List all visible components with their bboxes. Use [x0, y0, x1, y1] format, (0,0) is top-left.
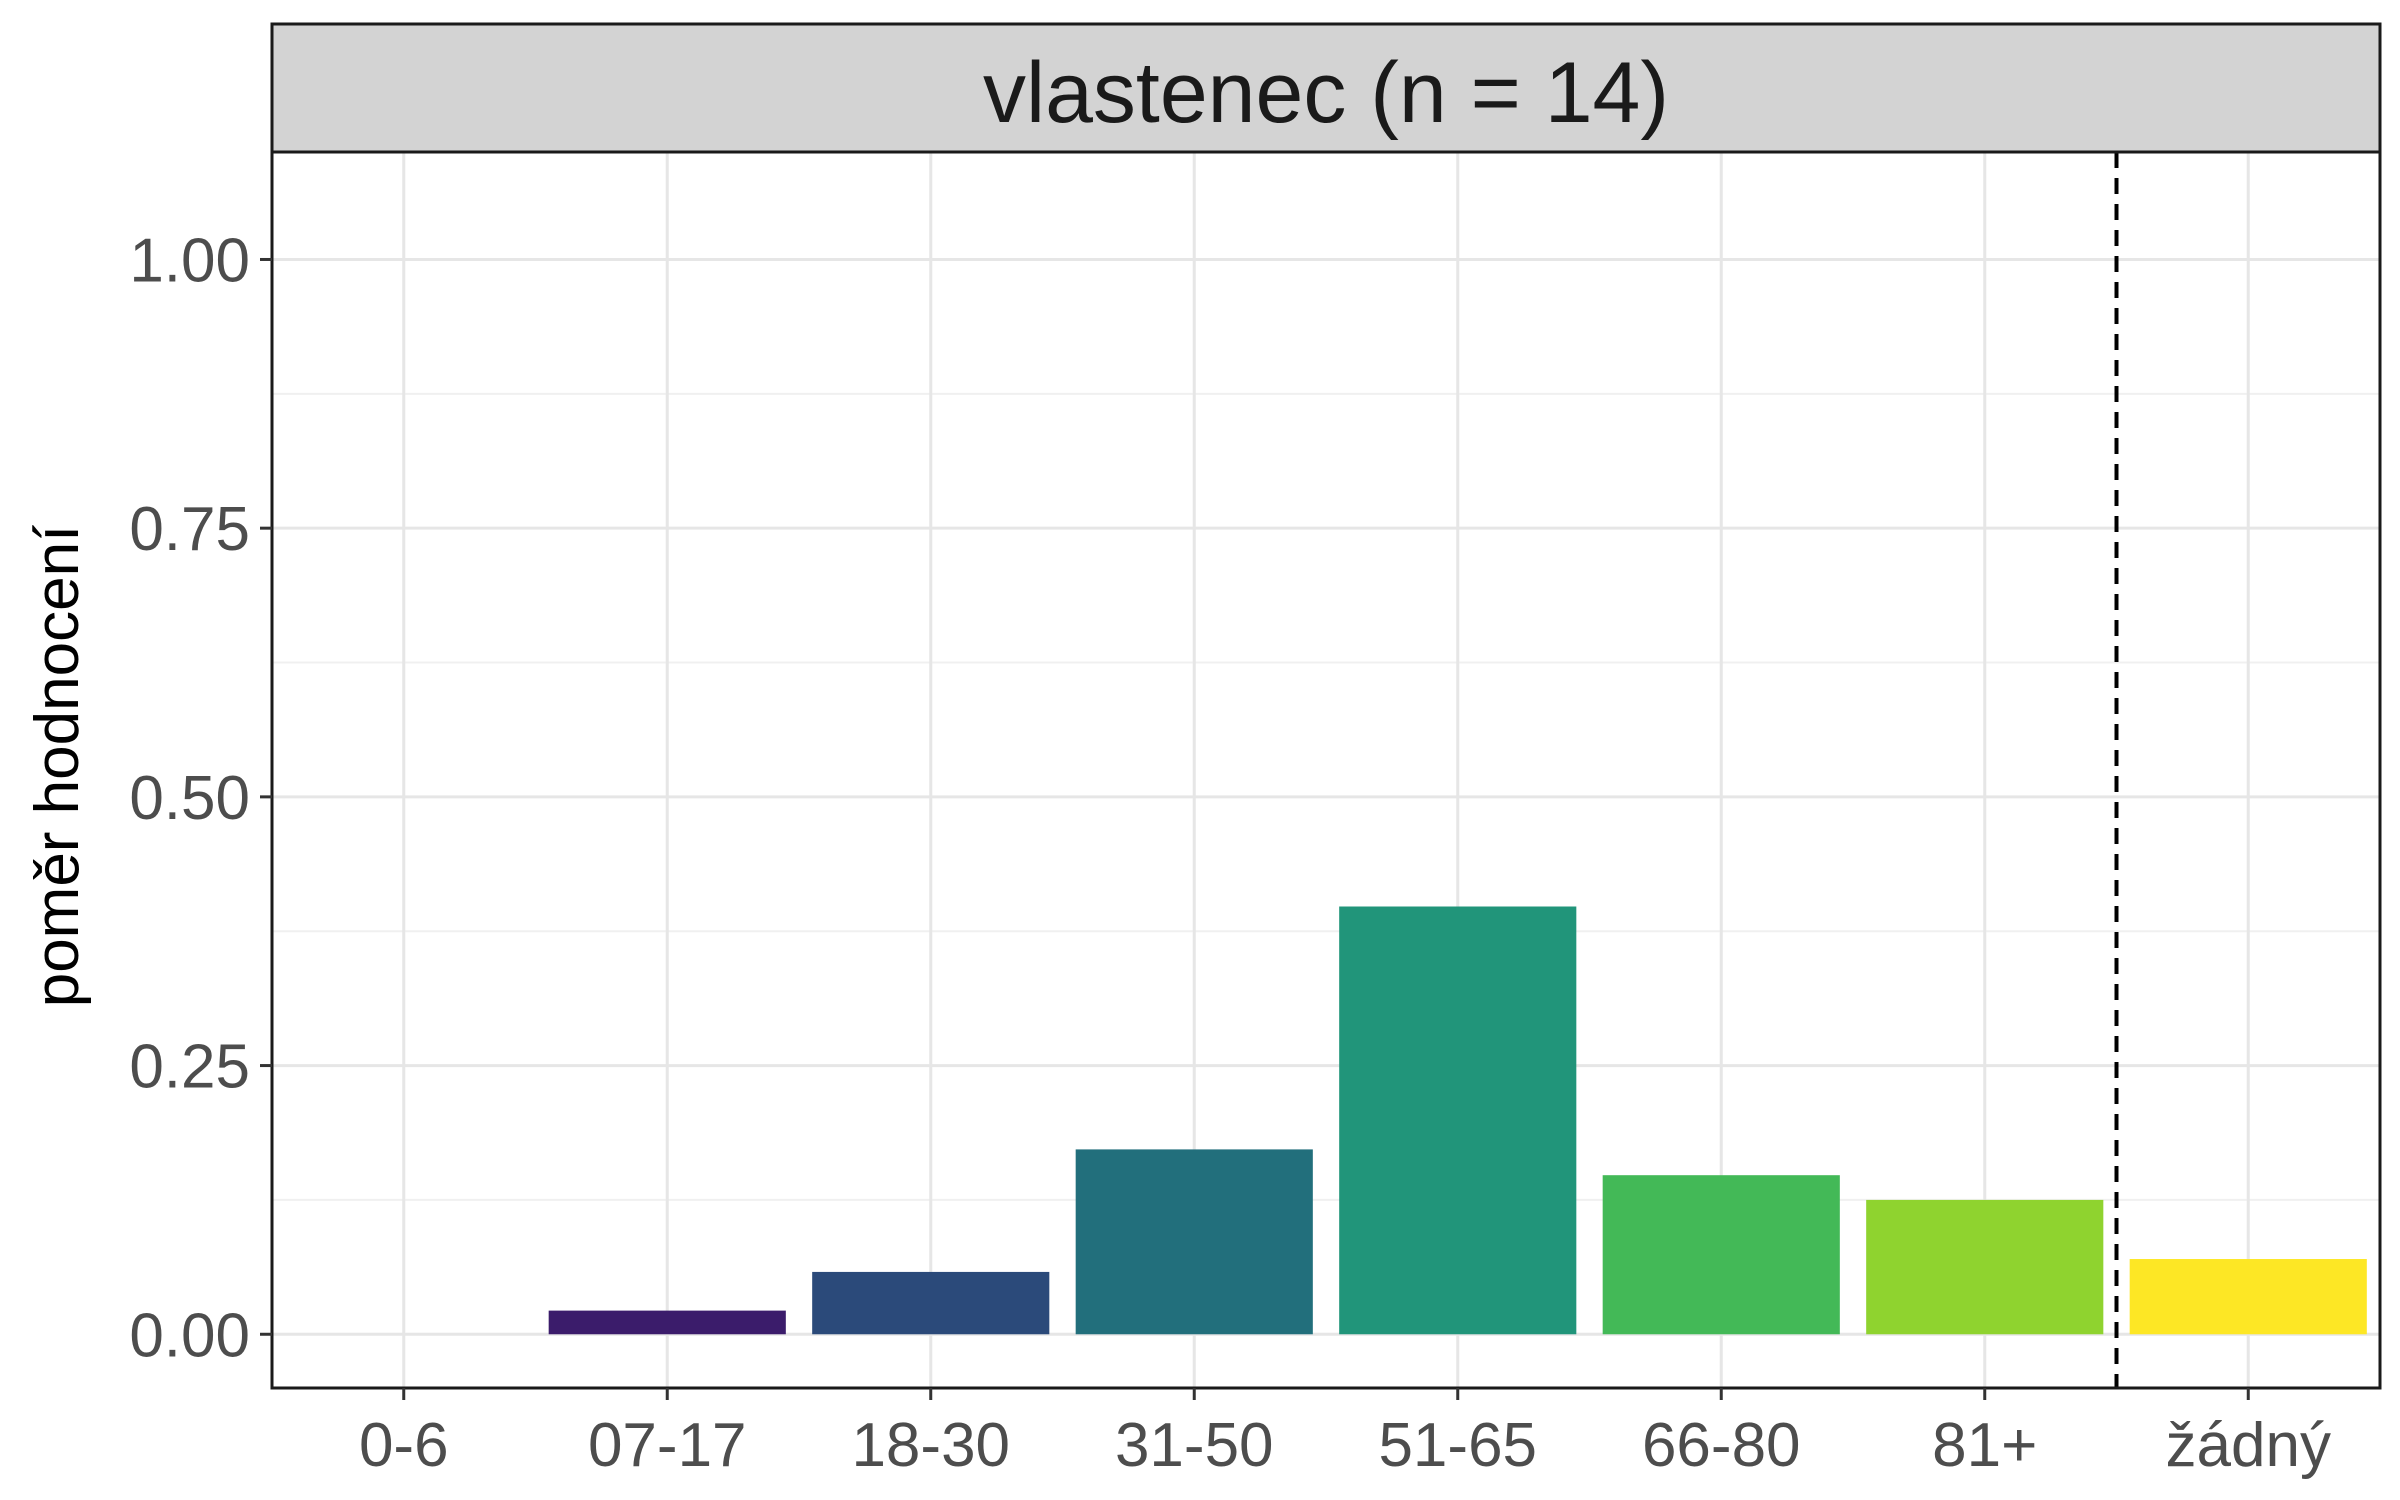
- minor-gridlines: [272, 392, 2380, 1201]
- bar-18-30: [812, 1271, 1050, 1335]
- y-tick-label: 0.50: [129, 764, 250, 833]
- x-tick-label: 66-80: [1642, 1411, 1801, 1480]
- plot-panel: [272, 152, 2380, 1388]
- bar-žádný: [2129, 1259, 2367, 1335]
- y-axis: 0.00 0.25 0.50 0.75 1.00: [129, 226, 272, 1370]
- y-tick-label: 0.25: [129, 1033, 250, 1102]
- x-tick-label: 18-30: [851, 1411, 1010, 1480]
- x-tick-label: 31-50: [1115, 1411, 1274, 1480]
- bars: [548, 906, 2367, 1335]
- x-tick-label: 51-65: [1378, 1411, 1537, 1480]
- bar-66-80: [1602, 1175, 1840, 1335]
- facet-strip: [270, 22, 2382, 154]
- y-axis-title: poměr hodnocení: [23, 525, 92, 1008]
- bar-31-50: [1075, 1149, 1313, 1335]
- bar-51-65: [1339, 906, 1577, 1335]
- major-gridlines: [272, 152, 2380, 1388]
- x-tick-label: 0-6: [359, 1411, 449, 1480]
- x-tick-label: 07-17: [588, 1411, 747, 1480]
- y-tick-label: 1.00: [129, 226, 250, 295]
- x-tick-label: žádný: [2166, 1411, 2331, 1480]
- x-tick-label: 81+: [1932, 1411, 2037, 1480]
- y-tick-label: 0.75: [129, 495, 250, 564]
- chart-title: vlastenec (n = 14): [983, 45, 1669, 141]
- x-axis: 0-6 07-17 18-30 31-50 51-65 66-80 81+ žádný: [359, 1388, 2331, 1480]
- y-tick-label: 0.00: [129, 1301, 250, 1370]
- bar-07-17: [548, 1310, 786, 1335]
- bar-81+: [1866, 1199, 2104, 1335]
- panel-border: [270, 150, 2382, 1390]
